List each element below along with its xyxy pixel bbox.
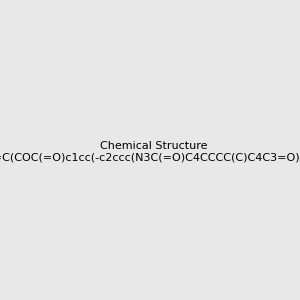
Text: Chemical Structure
O=C(COC(=O)c1cc(-c2ccc(N3C(=O)C4CCCC(C)C4C3=O)cc2): Chemical Structure O=C(COC(=O)c1cc(-c2cc… [0,141,300,162]
